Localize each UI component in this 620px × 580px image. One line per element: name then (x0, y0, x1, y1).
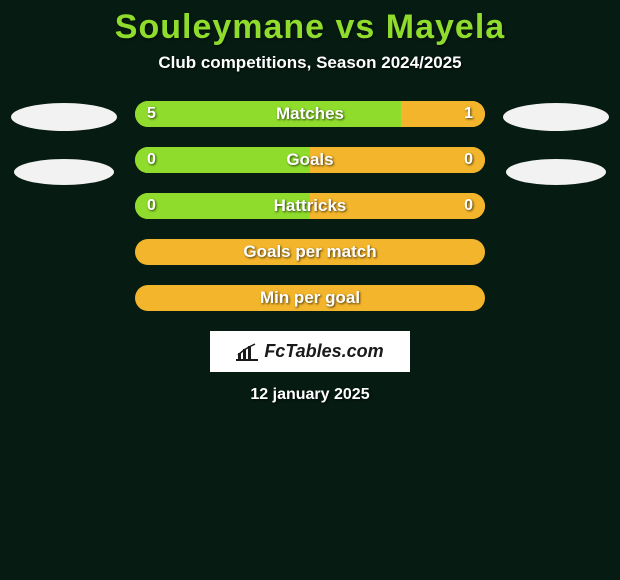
stat-value-right: 0 (464, 147, 473, 173)
stat-row: Goals per match (135, 239, 485, 265)
stat-value-left: 0 (147, 147, 156, 173)
right-avatar-1 (506, 159, 606, 185)
stat-label: Matches (135, 101, 485, 127)
stat-label: Goals per match (135, 239, 485, 265)
stat-row: Matches5 1 (135, 101, 485, 127)
left-avatar-1 (14, 159, 114, 185)
stat-value-right: 1 (464, 101, 473, 127)
stats-area: Matches51Goals00Hattricks00Goals per mat… (0, 101, 620, 311)
stat-row: Hattricks0 0 (135, 193, 485, 219)
stat-value-left: 0 (147, 193, 156, 219)
comparison-card: Souleymane vs Mayela Club competitions, … (0, 0, 620, 580)
left-player-avatars (11, 101, 117, 185)
subtitle: Club competitions, Season 2024/2025 (158, 53, 461, 73)
right-avatar-0 (503, 103, 609, 131)
stat-row: Goals0 0 (135, 147, 485, 173)
brand-chart-icon (236, 343, 258, 361)
stat-bars: Matches51Goals00Hattricks00Goals per mat… (135, 101, 485, 311)
brand-text: FcTables.com (264, 341, 383, 362)
stat-label: Min per goal (135, 285, 485, 311)
stat-label: Goals (135, 147, 485, 173)
brand-badge: FcTables.com (210, 331, 409, 372)
date-line: 12 january 2025 (250, 386, 369, 404)
stat-value-left: 5 (147, 101, 156, 127)
left-avatar-0 (11, 103, 117, 131)
right-player-avatars (503, 101, 609, 185)
page-title: Souleymane vs Mayela (115, 8, 505, 47)
stat-row: Min per goal (135, 285, 485, 311)
stat-value-right: 0 (464, 193, 473, 219)
stat-label: Hattricks (135, 193, 485, 219)
